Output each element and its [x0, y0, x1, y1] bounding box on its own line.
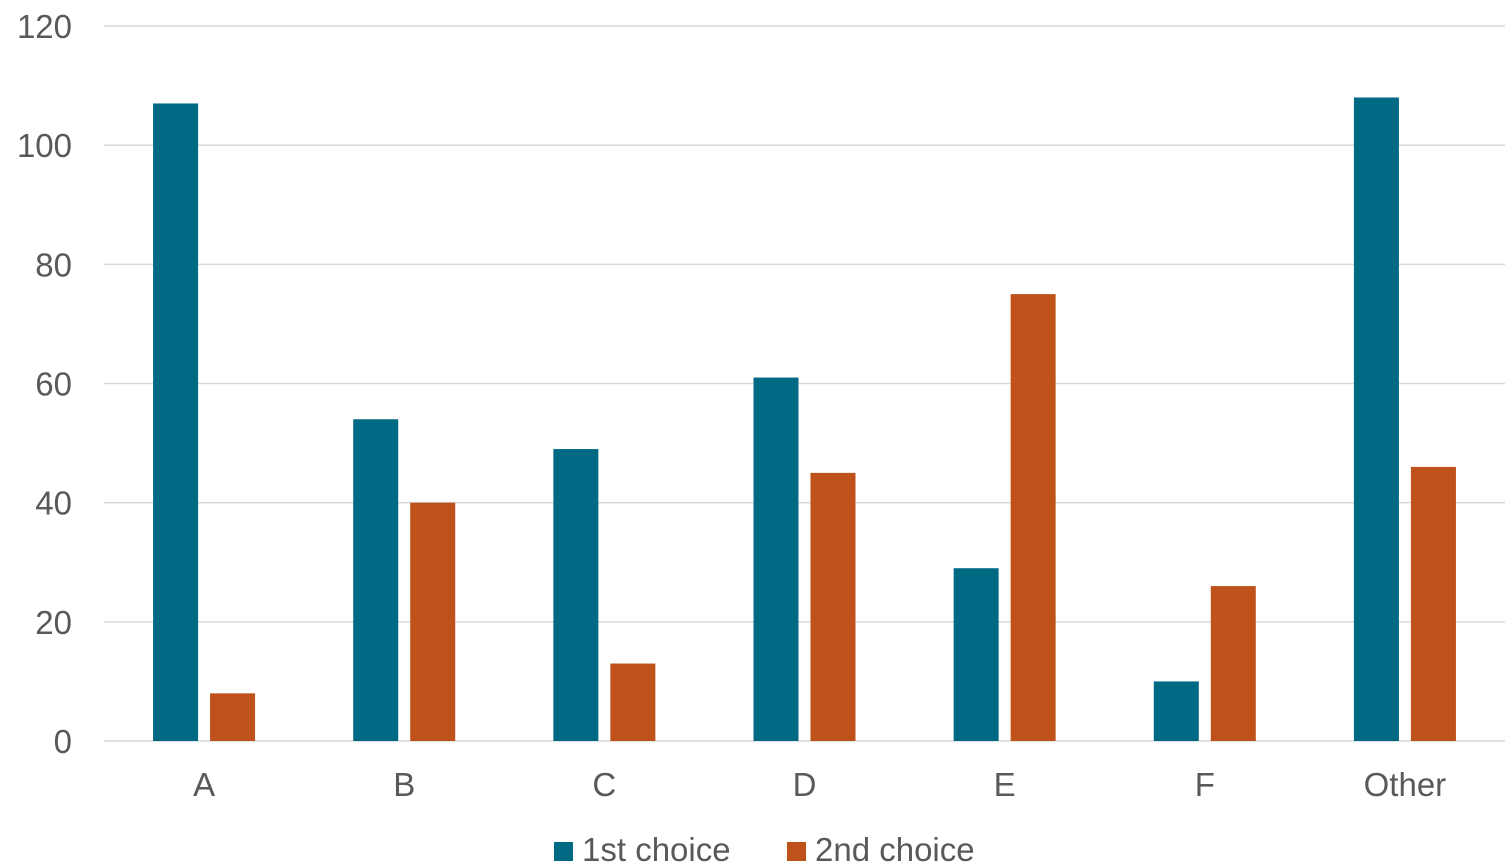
- x-tick-label: D: [793, 766, 817, 803]
- bar-series-2-c: [610, 663, 656, 741]
- legend-label-1: 1st choice: [582, 831, 731, 865]
- bar-series-2-e: [1010, 294, 1056, 741]
- legend: 1st choice 2nd choice: [554, 831, 975, 865]
- x-tick-label: Other: [1364, 766, 1447, 803]
- x-tick-label: E: [994, 766, 1016, 803]
- y-tick-label: 40: [35, 485, 72, 522]
- x-tick-label: B: [393, 766, 415, 803]
- gridlines: [104, 25, 1505, 742]
- y-tick-label: 60: [35, 366, 72, 403]
- bar-series-1-a: [153, 103, 199, 742]
- bar-series-1-c: [553, 449, 599, 741]
- bar-series-1-d: [753, 377, 799, 741]
- bar-series-2-b: [410, 502, 456, 741]
- x-tick-label: F: [1195, 766, 1215, 803]
- x-tick-label: C: [592, 766, 616, 803]
- bar-series-1-other: [1353, 97, 1399, 741]
- x-axis: A B C D E F Other: [193, 766, 1446, 803]
- y-tick-label: 20: [35, 604, 72, 641]
- bar-series-2-a: [210, 693, 256, 741]
- legend-swatch-1: [554, 842, 573, 861]
- x-tick-label: A: [193, 766, 215, 803]
- y-tick-label: 80: [35, 246, 72, 283]
- bar-series-1-e: [953, 568, 999, 741]
- bar-series-2-f: [1210, 586, 1256, 741]
- y-tick-label: 0: [54, 723, 72, 760]
- legend-label-2: 2nd choice: [815, 831, 975, 865]
- bar-series-2-other: [1410, 466, 1456, 741]
- y-tick-label: 100: [17, 127, 72, 164]
- legend-swatch-2: [787, 842, 806, 861]
- bar-series-1-f: [1153, 681, 1199, 741]
- bars: [153, 97, 1456, 742]
- y-axis: 0 20 40 60 80 100 120: [17, 8, 72, 760]
- y-tick-label: 120: [17, 8, 72, 45]
- bar-series-2-d: [810, 472, 856, 741]
- bar-series-1-b: [353, 419, 399, 741]
